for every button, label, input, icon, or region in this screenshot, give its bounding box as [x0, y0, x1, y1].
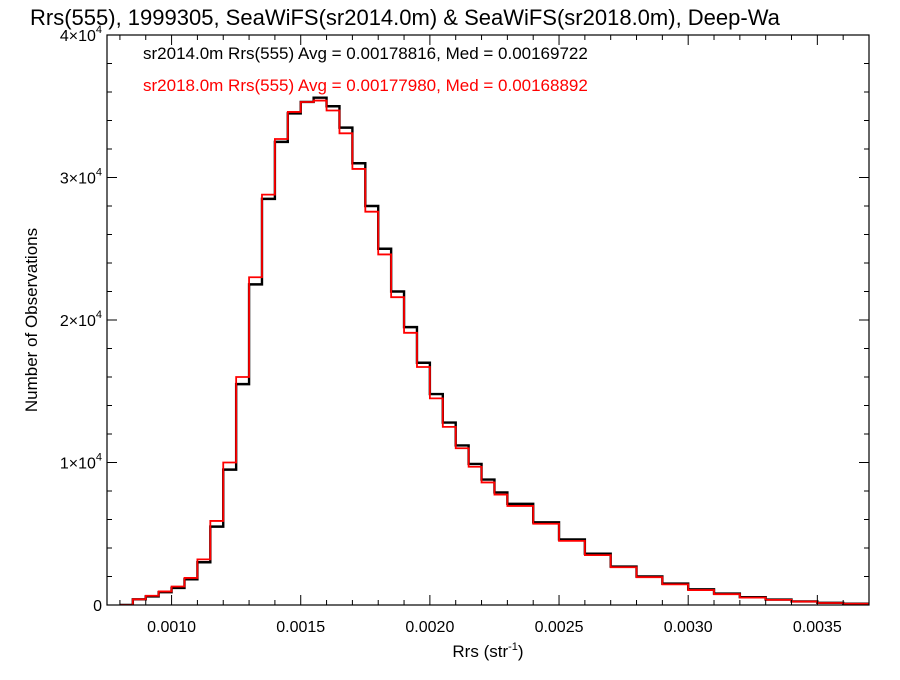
x-axis-label-base: Rrs (str: [452, 642, 508, 661]
x-tick-label: 0.0035: [793, 619, 842, 636]
x-tick-label: 0.0030: [664, 619, 713, 636]
x-tick-label: 0.0010: [147, 619, 196, 636]
series-label-sr2014: sr2014.0m Rrs(555) Avg = 0.00178816, Med…: [143, 44, 588, 63]
axis-ticks: 0.0010 0.0015 0.0020 0.0025 0.0030 0.0035 0 1×1…: [60, 24, 869, 636]
x-axis-label-tail: ): [518, 642, 524, 661]
chart-title: Rrs(555), 1999305, SeaWiFS(sr2014.0m) & …: [30, 5, 781, 30]
x-axis-label: Rrs (str-1): [452, 641, 523, 661]
x-axis-label-superscript: -1: [508, 641, 518, 653]
series-line-sr2014-0m: [120, 98, 875, 605]
series-label-sr2018: sr2018.0m Rrs(555) Avg = 0.00177980, Med…: [143, 76, 588, 95]
x-tick-label: 0.0015: [276, 619, 325, 636]
y-axis-label: Number of Observations: [22, 228, 41, 412]
y-tick-label: 3×104: [60, 167, 102, 188]
y-tick-label: 0: [93, 598, 102, 615]
x-tick-label: 0.0025: [535, 619, 584, 636]
x-tick-label: 0.0020: [405, 619, 454, 636]
series-line-sr2018-0m: [120, 101, 875, 605]
plot-frame: [107, 35, 869, 605]
y-tick-label: 1×104: [60, 452, 102, 473]
plot-area: [120, 98, 875, 605]
y-tick-label: 2×104: [60, 309, 102, 330]
y-tick-label: 4×104: [60, 24, 102, 45]
